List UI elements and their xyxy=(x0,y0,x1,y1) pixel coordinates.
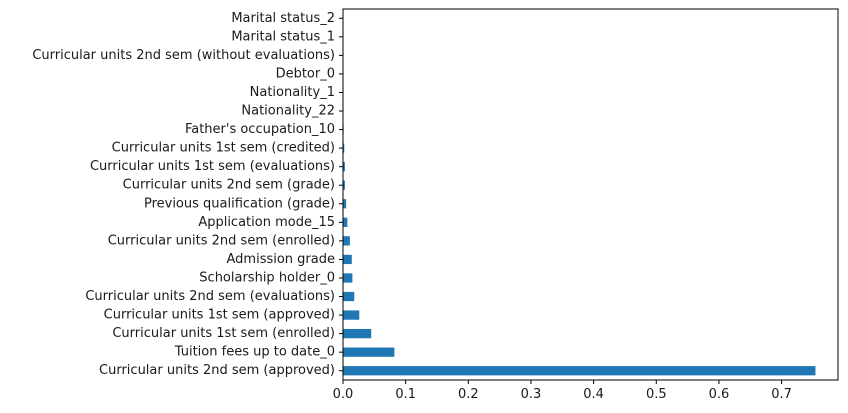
y-tick-label: Curricular units 2nd sem (grade) xyxy=(123,178,335,193)
x-tick-label: 0.2 xyxy=(458,387,479,402)
y-tick-label: Application mode_15 xyxy=(198,215,335,230)
x-tick-label: 0.1 xyxy=(395,387,416,402)
bar xyxy=(343,328,372,339)
y-tick-label: Tuition fees up to date_0 xyxy=(174,345,335,360)
bar xyxy=(343,143,345,153)
bar xyxy=(343,236,350,246)
y-tick-label: Curricular units 1st sem (approved) xyxy=(104,308,335,323)
y-tick-label: Curricular units 1st sem (enrolled) xyxy=(112,326,335,341)
y-tick-label: Marital status_2 xyxy=(231,11,335,26)
y-tick-label: Marital status_1 xyxy=(231,29,335,44)
x-tick-label: 0.7 xyxy=(771,387,792,402)
y-tick-label: Curricular units 2nd sem (evaluations) xyxy=(85,289,335,304)
y-tick-label: Previous qualification (grade) xyxy=(144,196,335,211)
bar xyxy=(343,366,816,376)
x-tick-label: 0.3 xyxy=(521,387,542,402)
bar xyxy=(343,180,345,190)
y-tick-labels: Curricular units 2nd sem (approved) Tuiti… xyxy=(32,11,343,378)
x-tick-label: 0.6 xyxy=(709,387,730,402)
x-ticks: 0.0 0.1 0.2 0.3 0.4 0.5 0.6 0.7 xyxy=(333,380,792,402)
y-tick-label: Father's occupation_10 xyxy=(185,122,335,137)
x-tick-label: 0.4 xyxy=(583,387,604,402)
bar xyxy=(343,217,348,227)
y-tick-label: Curricular units 1st sem (credited) xyxy=(112,141,335,156)
bar xyxy=(343,347,395,357)
plot-frame xyxy=(342,8,839,381)
x-tick-label: 0.5 xyxy=(646,387,667,402)
bar xyxy=(343,273,353,283)
y-tick-label: Nationality_22 xyxy=(241,104,335,119)
x-tick-label: 0.0 xyxy=(333,387,354,402)
y-tick-label: Admission grade xyxy=(227,252,336,267)
bar xyxy=(343,254,352,265)
y-tick-label: Scholarship holder_0 xyxy=(199,270,335,285)
y-tick-label: Curricular units 2nd sem (approved) xyxy=(99,363,335,378)
y-tick-label: Nationality_1 xyxy=(250,85,335,100)
bar xyxy=(343,310,360,320)
bar xyxy=(343,291,355,302)
y-tick-label: Curricular units 2nd sem (without evalua… xyxy=(32,48,335,63)
bar xyxy=(343,199,347,209)
bars-group xyxy=(343,13,816,376)
y-tick-label: Curricular units 1st sem (evaluations) xyxy=(90,159,335,174)
bar xyxy=(343,162,345,172)
y-tick-label: Curricular units 2nd sem (enrolled) xyxy=(108,233,335,248)
y-tick-label: Debtor_0 xyxy=(276,66,335,81)
